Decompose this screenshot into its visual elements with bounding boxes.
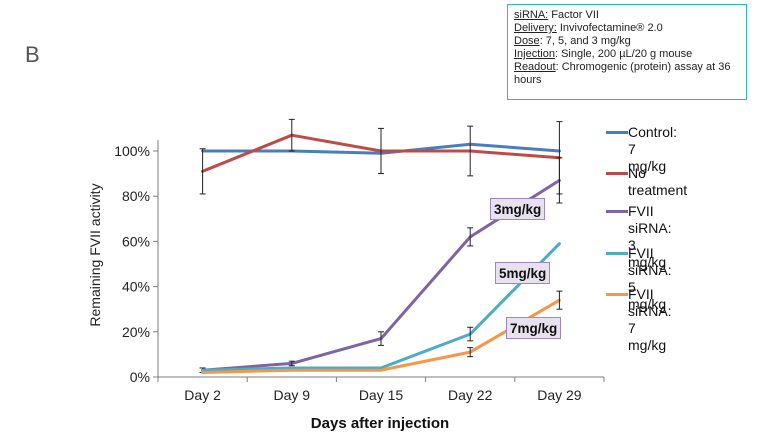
legend-swatch xyxy=(606,210,628,213)
info-line-dose: Dose: 7, 5, and 3 mg/kg xyxy=(514,35,631,47)
info-line-delivery: Delivery: Invivofectamine® 2.0 xyxy=(514,22,663,34)
legend-label: Control: 7 mg/kg xyxy=(628,124,678,174)
legend-label: No treatment xyxy=(628,165,688,198)
legend-swatch xyxy=(606,293,628,296)
dose-annotation-5mg: 5mg/kg xyxy=(495,262,551,284)
y-tick-label: 40% xyxy=(122,279,150,295)
series-line-5 xyxy=(201,298,561,374)
series-line-4 xyxy=(201,242,561,372)
info-line-readout: Readout: Chromogenic (protein) assay at … xyxy=(514,61,731,86)
legend-label: FVII siRNA: 5 mg/kg xyxy=(628,245,672,312)
y-tick-label: 20% xyxy=(122,324,150,340)
chart-series xyxy=(199,118,563,374)
y-tick-label: 60% xyxy=(122,233,150,249)
legend-swatch xyxy=(606,131,628,134)
y-tick-label: 80% xyxy=(122,188,150,204)
experiment-info-box: siRNA: Factor VII Delivery: Invivofectam… xyxy=(507,4,747,100)
legend-label: FVII siRNA: 3 mg/kg xyxy=(628,203,672,270)
y-tick-label: 0% xyxy=(130,369,150,385)
x-tick-label: Day 29 xyxy=(537,387,582,403)
panel-letter: B xyxy=(25,42,40,67)
legend-swatch xyxy=(606,172,628,175)
legend-label: FVII siRNA: 7 mg/kg xyxy=(628,286,672,353)
x-tick-label: Day 15 xyxy=(359,387,404,403)
x-tick-label: Day 2 xyxy=(184,387,221,403)
dose-annotation-7mg: 7mg/kg xyxy=(506,317,562,339)
x-axis-title: Days after injection xyxy=(310,415,450,432)
x-tick-label: Day 9 xyxy=(274,387,311,403)
x-tick-label: Day 22 xyxy=(448,387,493,403)
legend-swatch xyxy=(606,252,628,255)
info-line-injection: Injection: Single, 200 µL/20 g mouse xyxy=(514,48,693,60)
y-axis-title: Remaining FVII activity xyxy=(87,183,103,327)
dose-annotation-3mg: 3mg/kg xyxy=(490,198,546,220)
info-line-sirna: siRNA: Factor VII xyxy=(514,9,599,21)
chart-axes: 0% 20% 40% 60% 80% 100% Day 2 Day 9 Day 15 Day 22… xyxy=(114,140,605,403)
y-tick-label: 100% xyxy=(114,143,150,159)
